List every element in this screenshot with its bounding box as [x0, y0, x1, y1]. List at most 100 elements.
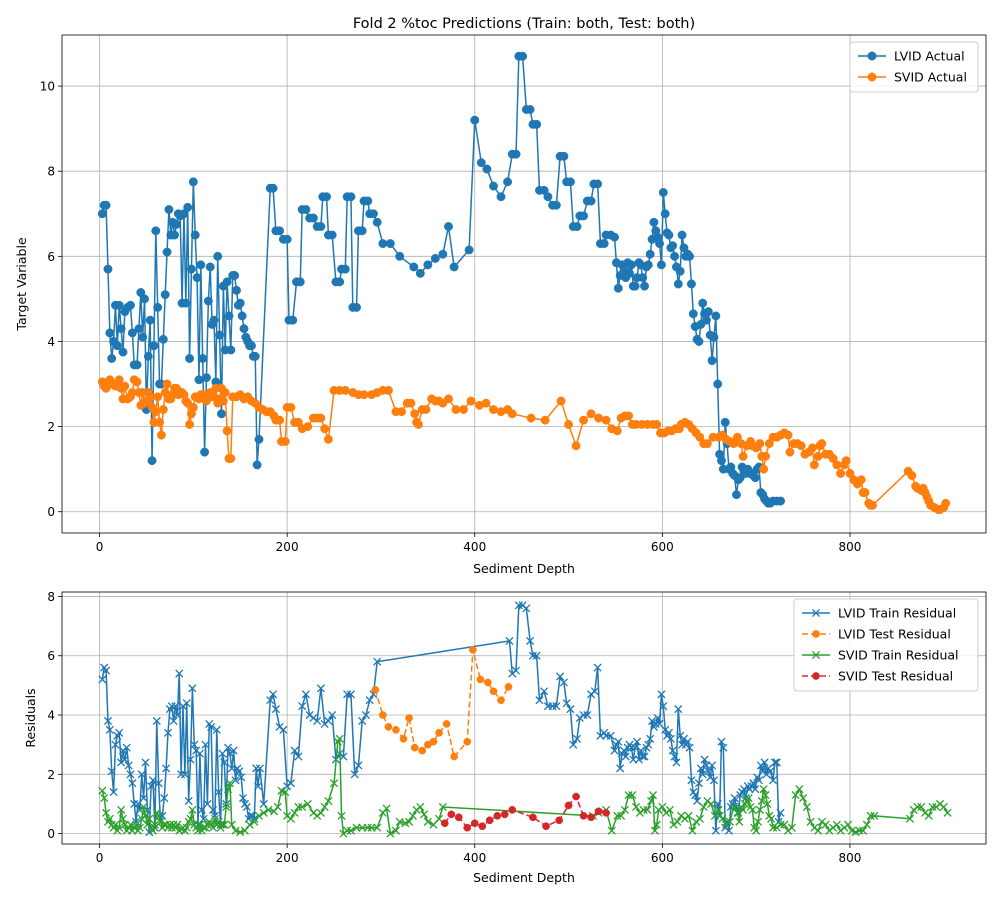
- svid-test-residual-point: [579, 811, 588, 820]
- svid-actual-point: [836, 468, 846, 478]
- lvid-train-residual-point: [700, 755, 709, 764]
- svid-train-residual-point: [755, 805, 764, 814]
- svid-train-residual-point: [639, 805, 648, 814]
- svid-test-residual-point: [508, 806, 517, 814]
- lvid-train-residual-point: [180, 770, 189, 779]
- lvid-train-residual-point: [294, 752, 303, 761]
- svid-train-residual-point: [298, 802, 307, 812]
- lvid-actual-point: [711, 311, 721, 321]
- svid-train-residual-point: [905, 814, 915, 823]
- svid-train-residual-point: [290, 808, 299, 817]
- lvid-actual-point: [378, 239, 388, 249]
- svid-actual-point: [907, 471, 917, 480]
- lvid-train-residual-point: [154, 779, 163, 788]
- bottom-y-tick-label: 0: [47, 827, 55, 841]
- svid-train-residual-point: [102, 808, 111, 817]
- svid-test-residual-point: [500, 810, 509, 819]
- svid-actual-point: [813, 451, 823, 461]
- lvid-actual-series: [97, 51, 786, 508]
- svid-train-residual-point: [139, 802, 148, 812]
- lvid-actual-point: [579, 211, 589, 221]
- svid-train-residual-point: [363, 823, 372, 832]
- lvid-train-residual-point: [719, 743, 728, 752]
- lvid-train-residual-point: [252, 764, 261, 773]
- lvid-actual-point: [395, 251, 405, 261]
- lvid-actual-point: [134, 324, 144, 334]
- lvid-actual-point: [717, 456, 726, 466]
- svid-actual-point: [702, 439, 712, 449]
- lvid-train-residual-point: [579, 710, 588, 720]
- svid-train-residual-point: [386, 829, 395, 838]
- svid-train-residual-point: [714, 805, 723, 814]
- lvid-actual-point: [673, 279, 683, 289]
- lvid-test-residual-point: [450, 752, 458, 761]
- lvid-actual-point: [116, 324, 126, 334]
- lvid-train-residual-point: [201, 740, 210, 749]
- svid-actual-point: [280, 437, 290, 446]
- svid-actual-point: [556, 396, 566, 406]
- svid-actual-point: [783, 430, 793, 440]
- svid-actual-point: [340, 385, 350, 395]
- svid-train-residual-point: [115, 823, 124, 832]
- lvid-actual-point: [213, 251, 223, 261]
- legend-lvid-train-residual-label: LVID Train Residual: [838, 606, 956, 621]
- lvid-actual-point: [593, 179, 603, 189]
- lvid-actual-point: [610, 232, 619, 242]
- svid-actual-point: [410, 409, 420, 419]
- lvid-train-residual-point: [266, 696, 275, 705]
- lvid-actual-point: [205, 262, 215, 272]
- lvid-actual-point: [613, 283, 623, 293]
- lvid-train-residual-point: [373, 657, 382, 666]
- svid-train-residual-point: [924, 811, 933, 820]
- top-x-tick-label: 0: [96, 540, 104, 554]
- svid-train-residual-point: [688, 826, 697, 835]
- lvid-actual-point: [709, 332, 719, 342]
- lvid-train-residual-point: [182, 699, 191, 708]
- lvid-actual-point: [308, 213, 318, 223]
- lvid-train-residual-point: [644, 740, 653, 749]
- bottom-x-tick-label: 800: [839, 851, 862, 865]
- lvid-train-residual-point: [163, 728, 173, 737]
- svid-train-residual-point: [218, 820, 227, 829]
- lvid-actual-point: [171, 219, 181, 229]
- svid-train-residual-point: [335, 734, 344, 743]
- svid-train-residual-point: [917, 802, 926, 812]
- lvid-test-residual-point: [410, 743, 419, 752]
- svid-train-residual-point: [117, 805, 126, 814]
- lvid-train-residual-point: [147, 782, 156, 791]
- svid-test-residual-point: [485, 816, 494, 825]
- svid-actual-point: [451, 405, 461, 415]
- lvid-actual-point: [776, 496, 786, 506]
- lvid-actual-point: [327, 230, 337, 240]
- svid-test-residual-point: [470, 819, 479, 828]
- lvid-train-residual-point: [685, 743, 694, 752]
- svid-train-residual-point: [753, 817, 763, 826]
- lvid-train-residual-point: [152, 716, 161, 726]
- lvid-train-residual-point: [668, 746, 677, 755]
- lvid-train-residual-point: [522, 604, 531, 613]
- lvid-train-residual-point: [606, 731, 615, 740]
- lvid-actual-point: [464, 245, 474, 255]
- lvid-actual-point: [698, 298, 708, 308]
- svid-train-residual-point: [148, 826, 158, 835]
- lvid-test-residual-point: [476, 675, 485, 684]
- lvid-actual-point: [599, 239, 609, 249]
- svid-train-residual-point: [259, 808, 268, 817]
- lvid-test-residual-point: [463, 737, 472, 746]
- svid-train-residual-point: [316, 808, 325, 817]
- lvid-train-residual-point: [167, 702, 176, 711]
- lvid-actual-point: [750, 473, 760, 483]
- lvid-train-residual-point: [683, 737, 692, 746]
- lvid-actual-point: [235, 298, 245, 308]
- lvid-test-residual-point: [371, 685, 380, 694]
- lvid-actual-point: [147, 456, 157, 466]
- lvid-train-residual-point: [175, 669, 184, 678]
- top-y-tick-label: 6: [47, 250, 55, 264]
- svid-actual-point: [459, 405, 468, 415]
- lvid-train-residual-point: [271, 705, 280, 714]
- bottom-y-tick-label: 6: [47, 649, 55, 663]
- lvid-train-residual-point: [754, 776, 764, 785]
- svid-actual-point: [481, 398, 491, 408]
- lvid-train-residual-point: [651, 719, 660, 728]
- svid-train-residual-point: [320, 802, 329, 812]
